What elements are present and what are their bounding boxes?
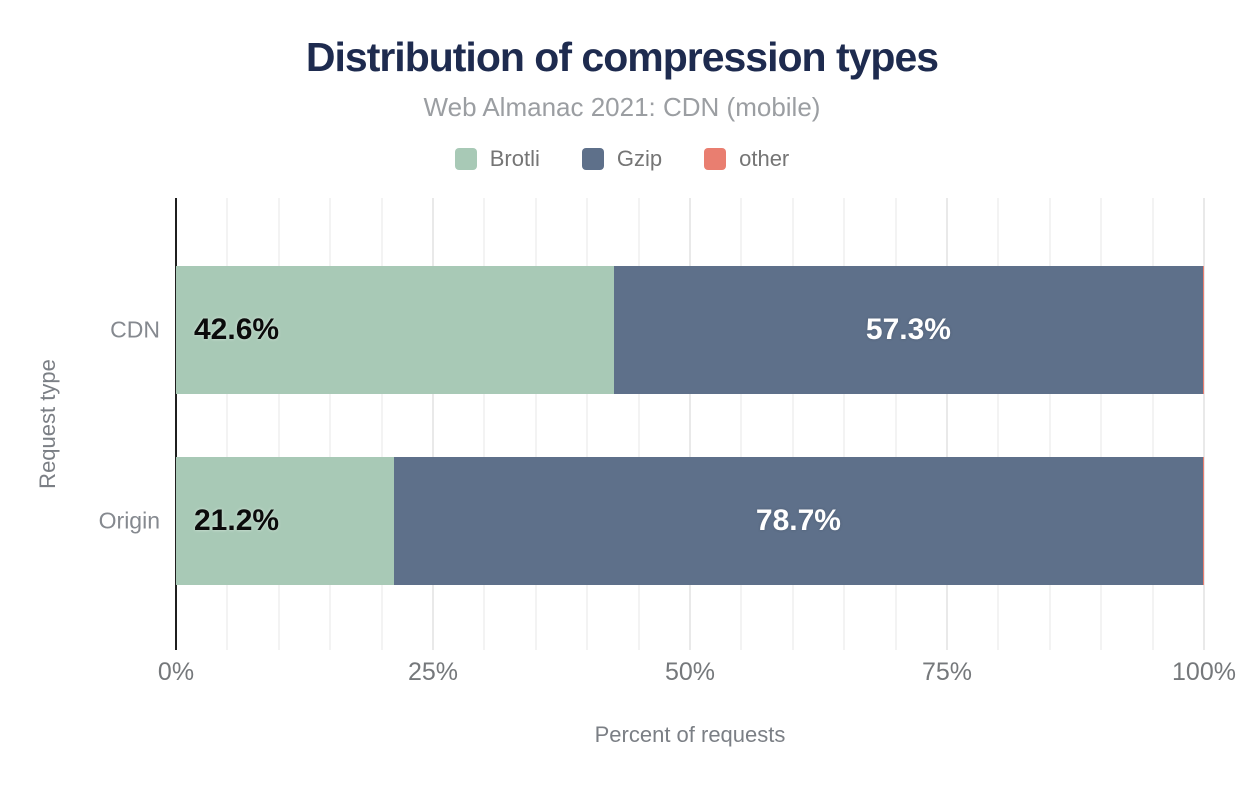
legend-item-gzip: Gzip [581, 146, 663, 172]
legend-item-brotli: Brotli [454, 146, 540, 172]
legend-swatch-gzip [581, 148, 604, 170]
gridline-85 [1048, 198, 1051, 650]
gridline-5 [226, 198, 229, 650]
legend-label: Gzip [616, 146, 663, 171]
gridline-25 [432, 198, 434, 650]
bar-segment-other [1202, 266, 1204, 394]
gridline-60 [791, 198, 794, 650]
category-label: Origin [98, 507, 160, 534]
value-label: 57.3% [865, 313, 951, 346]
bar-segment-other [1202, 457, 1204, 585]
x-axis-ticks: 0% 25% 50% 75% 100% [158, 658, 1236, 688]
gridline-100 [1203, 198, 1205, 650]
x-tick-label: 0% [157, 658, 195, 686]
value-label: 42.6% [194, 313, 280, 346]
gridline-15 [329, 198, 332, 650]
chart-title: Distribution of compression types [305, 34, 939, 80]
bar-cdn: CDN 42.6% 57.3% [110, 266, 1204, 394]
bar-segment-gzip: 78.7% [393, 457, 1203, 585]
bar-segment-brotli: 21.2% [176, 457, 394, 585]
gridline-90 [1100, 198, 1103, 650]
gridline-70 [894, 198, 897, 650]
plot-area: CDN 42.6% 57.3% Origin 21.2% 78.7% [99, 198, 1205, 650]
chart-subtitle: Web Almanac 2021: CDN (mobile) [423, 92, 821, 122]
legend-swatch-other [704, 148, 727, 170]
legend-item-other: other [704, 146, 789, 172]
bar-segment-gzip: 57.3% [613, 266, 1203, 394]
gridline-50 [689, 198, 691, 650]
y-axis-title: Request type [35, 359, 60, 489]
category-label: CDN [110, 316, 160, 343]
gridline-10 [277, 198, 280, 650]
gridline-55 [740, 198, 743, 650]
x-tick-label: 75% [921, 658, 973, 686]
gridline-20 [380, 198, 383, 650]
legend-label: Brotli [489, 146, 540, 171]
gridline-40 [586, 198, 589, 650]
x-tick-label: 100% [1172, 658, 1236, 686]
value-label: 21.2% [194, 504, 280, 537]
gridline-95 [1151, 198, 1154, 650]
x-axis-title: Percent of requests [594, 722, 786, 747]
y-axis-line [175, 198, 177, 650]
gridline-80 [997, 198, 1000, 650]
x-tick-label: 50% [664, 658, 716, 686]
bar-segment-brotli: 42.6% [176, 266, 614, 394]
gridline-45 [637, 198, 640, 650]
gridline-30 [483, 198, 486, 650]
gridline-35 [534, 198, 537, 650]
legend-label: other [739, 146, 790, 171]
value-label: 78.7% [755, 504, 841, 537]
gridline-65 [843, 198, 846, 650]
legend: Brotli Gzip other [0, 146, 1244, 172]
x-tick-label: 25% [407, 658, 459, 686]
gridline-75 [946, 198, 948, 650]
legend-swatch-brotli [454, 148, 477, 170]
bar-origin: Origin 21.2% 78.7% [99, 457, 1204, 585]
